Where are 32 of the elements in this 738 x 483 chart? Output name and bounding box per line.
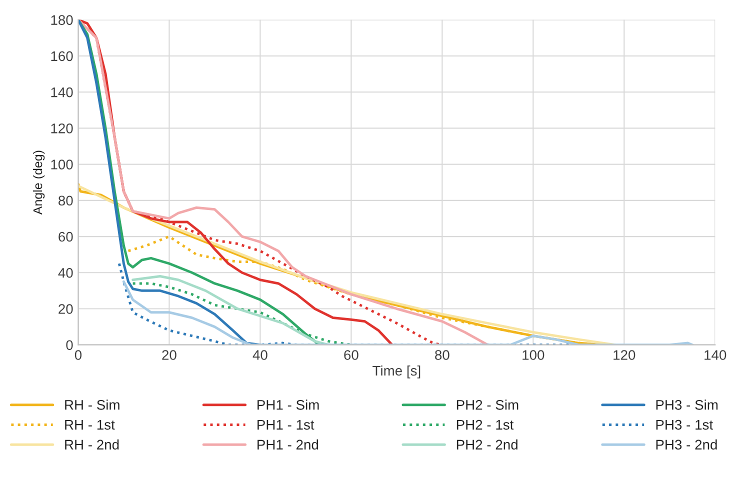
legend-label: PH3 - 2nd: [656, 439, 717, 450]
x-tick-label: 80: [435, 350, 450, 360]
y-tick-label: 20: [58, 304, 73, 314]
y-tick-label: 120: [51, 123, 73, 134]
y-tick-label: 160: [51, 51, 73, 62]
legend-label: PH1 - 2nd: [258, 439, 318, 450]
legend-label: RH - 1st: [65, 420, 115, 430]
legend-label: PH3 - 1st: [656, 420, 713, 430]
legend-label: PH2 - 2nd: [456, 439, 518, 450]
x-axis-title: Time [s]: [372, 365, 420, 378]
y-tick-label: 0: [66, 340, 73, 350]
x-tick-label: 120: [614, 350, 636, 360]
x-tick-label: 60: [344, 350, 358, 360]
x-tick-label: 140: [704, 350, 726, 360]
legend-label: PH1 - 1st: [258, 420, 314, 430]
x-tick-label: 20: [162, 350, 176, 360]
legend-label: PH2 - 1st: [456, 420, 514, 430]
y-tick-label: 40: [58, 268, 73, 278]
legend-label: RH - 2nd: [65, 439, 119, 450]
y-axis-title: Angle (deg): [32, 150, 45, 215]
legend-label: PH2 - Sim: [456, 400, 518, 410]
y-tick-label: 140: [51, 87, 73, 98]
y-tick-label: 60: [58, 232, 73, 242]
y-tick-label: 80: [58, 196, 73, 206]
legend-label: PH3 - Sim: [656, 400, 718, 410]
y-tick-label: 100: [51, 160, 73, 170]
y-tick-label: 180: [51, 15, 73, 25]
legend-label: PH1 - Sim: [258, 400, 319, 410]
x-tick-label: 40: [252, 350, 268, 360]
legend-label: RH - Sim: [65, 400, 120, 410]
x-tick-label: 0: [74, 350, 82, 360]
x-tick-label: 100: [522, 350, 544, 360]
